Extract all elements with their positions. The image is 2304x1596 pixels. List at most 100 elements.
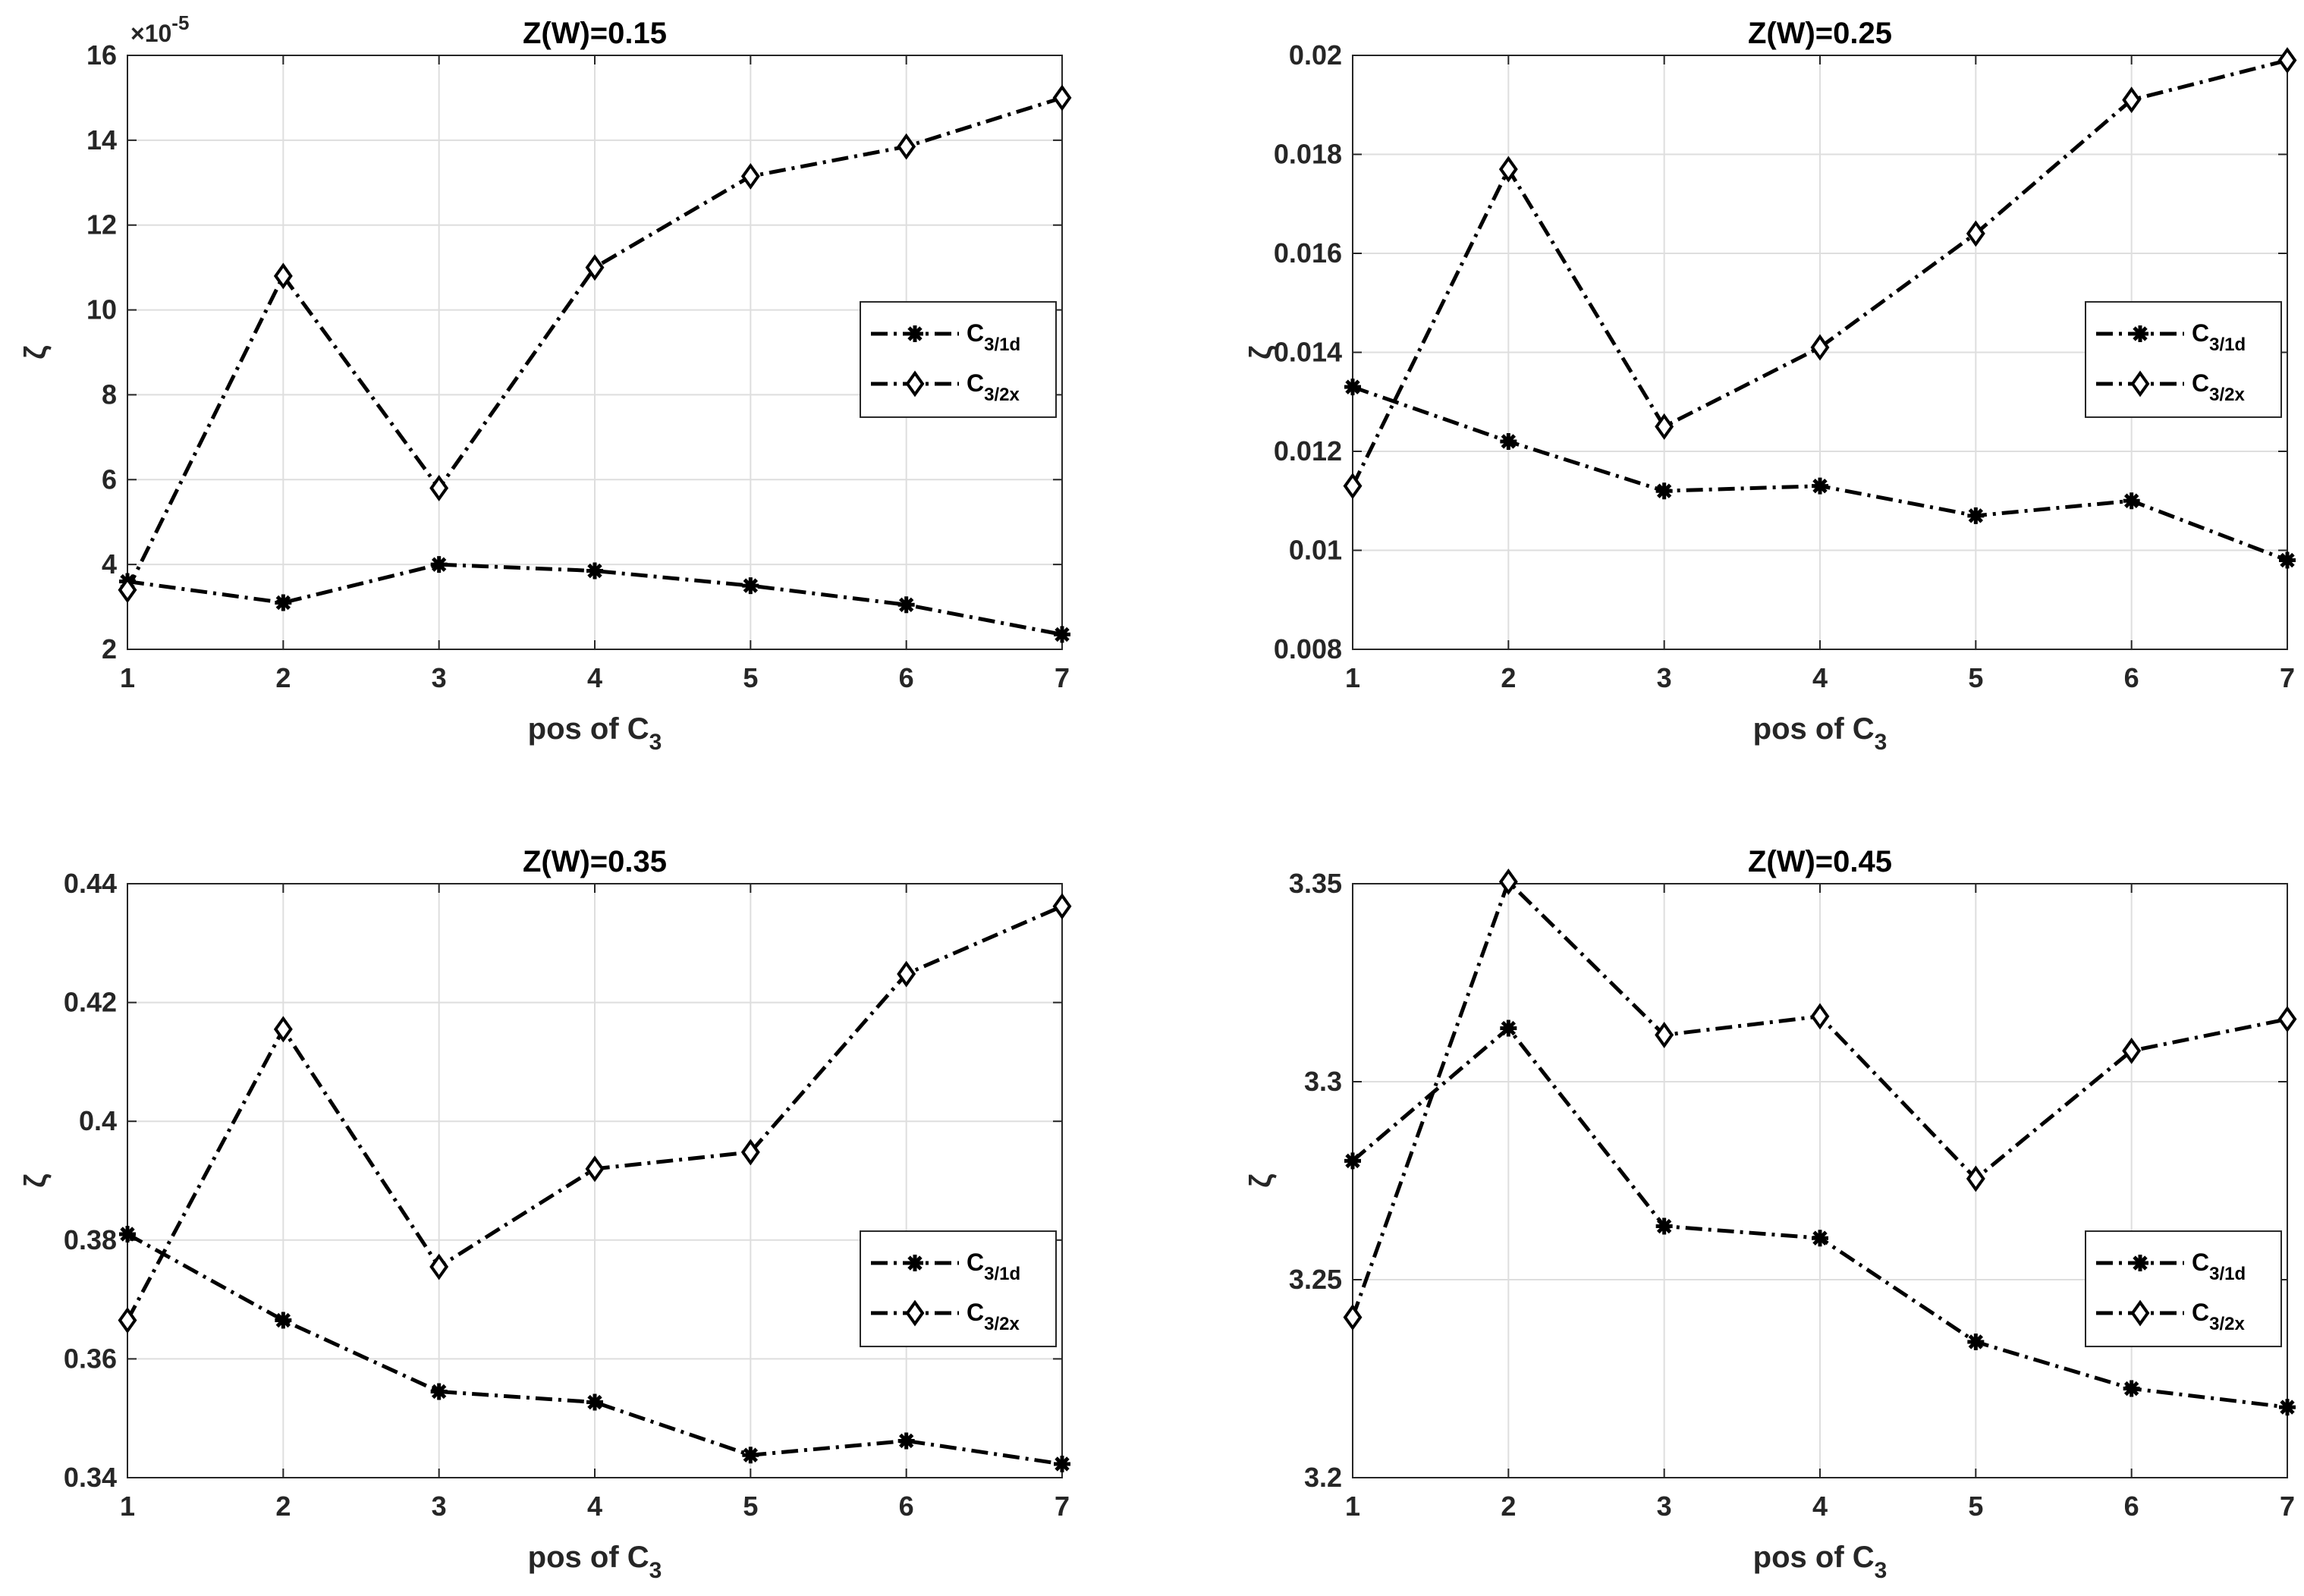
legend-label-main: C [967, 1299, 984, 1326]
series-star [1344, 379, 2296, 569]
legend-label-main: C [2192, 1249, 2209, 1276]
data-point-star [897, 596, 915, 614]
data-point-diamond [1343, 473, 1363, 500]
x-axis-title-sub: 3 [649, 1558, 662, 1583]
x-tick-label: 5 [1968, 662, 1983, 693]
data-point-diamond [2122, 1037, 2142, 1064]
x-tick-label: 5 [743, 1491, 758, 1522]
data-point-diamond [585, 254, 605, 281]
legend-label-main: C [967, 319, 984, 347]
legend-label: C3/2x [967, 369, 1020, 405]
data-point-diamond [1810, 1003, 1830, 1030]
legend-marker-star [907, 1255, 923, 1272]
data-point-star [430, 1383, 448, 1400]
data-point-star [2123, 492, 2140, 510]
data-point-diamond [273, 1016, 293, 1043]
legend-label: C3/1d [967, 319, 1020, 355]
x-tick-label: 2 [1501, 662, 1516, 693]
data-point-star [430, 556, 448, 573]
series-star [119, 1225, 1070, 1472]
chart-title: Z(W)=0.15 [523, 17, 667, 50]
data-point-star [1054, 626, 1070, 643]
data-point-star [1344, 1152, 1361, 1170]
series-diamond [1343, 47, 2297, 500]
x-tick-label: 1 [120, 662, 135, 693]
legend-marker-diamond [905, 370, 925, 397]
y-tick-label: 16 [86, 39, 117, 71]
y-tick-label: 0.01 [1289, 535, 1342, 566]
legend-label-sub: 3/2x [2209, 1314, 2245, 1334]
x-axis-title: pos of C3 [1753, 1541, 1888, 1583]
data-point-star [1812, 1230, 1828, 1247]
data-point-star [2279, 1399, 2296, 1416]
legend-label: C3/2x [2192, 369, 2245, 405]
data-point-star [1812, 477, 1828, 495]
data-point-diamond [2122, 86, 2142, 114]
data-point-diamond [1966, 1165, 1985, 1192]
subplot-2: 1 2 3 4 5 6 7 0.008 0.01 0.012 0.014 0.016 0.018 0.02… [1244, 17, 2297, 755]
legend-label: C3/2x [2192, 1299, 2245, 1334]
legend-box [860, 1230, 1057, 1348]
data-point-diamond [1052, 84, 1072, 112]
data-point-diamond [897, 133, 916, 160]
data-point-diamond [429, 475, 449, 501]
y-tick-label: 8 [102, 379, 117, 410]
legend-label-main: C [2192, 1299, 2209, 1326]
data-point-star [2123, 1380, 2140, 1397]
legend-label-sub: 3/1d [984, 335, 1020, 355]
x-tick-label: 3 [1657, 662, 1672, 693]
data-point-diamond [2277, 47, 2297, 74]
x-tick-label: 7 [2280, 1491, 2295, 1522]
x-axis-title: pos of C3 [1753, 712, 1888, 755]
data-point-star [119, 1225, 136, 1243]
x-axis-title-main: pos of C [1753, 712, 1875, 746]
legend-label-sub: 3/1d [984, 1264, 1020, 1284]
y-tick-label: 0.016 [1274, 237, 1342, 269]
y-axis-title: ζ [1244, 1173, 1278, 1187]
legend-box [2085, 300, 2282, 418]
y-axis-title: ζ [19, 1173, 52, 1187]
x-axis-title-sub: 3 [1875, 1558, 1888, 1583]
x-axis-title-main: pos of C [1753, 1541, 1875, 1574]
x-tick-label: 4 [1812, 1491, 1828, 1522]
series-diamond [1343, 868, 2297, 1331]
data-point-diamond [1498, 156, 1518, 183]
y-tick-label: 0.44 [64, 868, 117, 899]
x-tick-label: 6 [2124, 1491, 2139, 1522]
legend-label-sub: 3/1d [2209, 335, 2246, 355]
data-point-diamond [118, 577, 137, 604]
legend-label-main: C [967, 1249, 984, 1276]
legend-label: C3/1d [2192, 1249, 2246, 1284]
x-tick-label: 2 [1501, 1491, 1516, 1522]
x-tick-label: 1 [1345, 1491, 1360, 1522]
legend-label-sub: 3/1d [2209, 1264, 2246, 1284]
y-tick-label: 3.3 [1304, 1066, 1342, 1097]
x-axis-title: pos of C3 [528, 1541, 662, 1583]
axes-frame [1352, 883, 2288, 1478]
series-diamond [118, 84, 1072, 604]
data-point-star [1655, 1217, 1673, 1235]
data-point-diamond [897, 960, 916, 988]
x-tick-label: 4 [1812, 662, 1828, 693]
data-point-diamond [273, 262, 293, 290]
axes-frame [127, 883, 1063, 1478]
axes-frame [1352, 55, 2288, 650]
data-point-diamond [2277, 1006, 2297, 1032]
x-tick-label: 7 [1055, 662, 1070, 693]
x-tick-label: 2 [275, 1491, 291, 1522]
x-axis-title-sub: 3 [649, 730, 662, 755]
y-tick-label: 6 [102, 463, 117, 495]
data-point-diamond [1498, 868, 1518, 895]
y-tick-label: 10 [86, 294, 117, 325]
data-point-star [1500, 1019, 1517, 1037]
legend-marker-diamond [2130, 370, 2150, 397]
data-point-star [275, 1312, 292, 1329]
subplot-3: 1 2 3 4 5 6 7 0.34 0.36 0.38 0.4 0.42 0.44 Z(W)=0.35 p… [19, 845, 1072, 1583]
series-star [1344, 1019, 2296, 1416]
y-tick-label: 0.42 [64, 987, 117, 1018]
y-tick-label: 3.2 [1304, 1462, 1342, 1493]
